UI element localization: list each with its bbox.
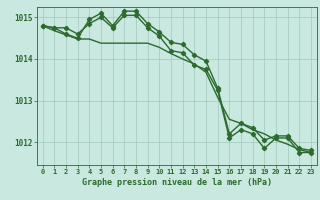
X-axis label: Graphe pression niveau de la mer (hPa): Graphe pression niveau de la mer (hPa)	[82, 178, 272, 187]
